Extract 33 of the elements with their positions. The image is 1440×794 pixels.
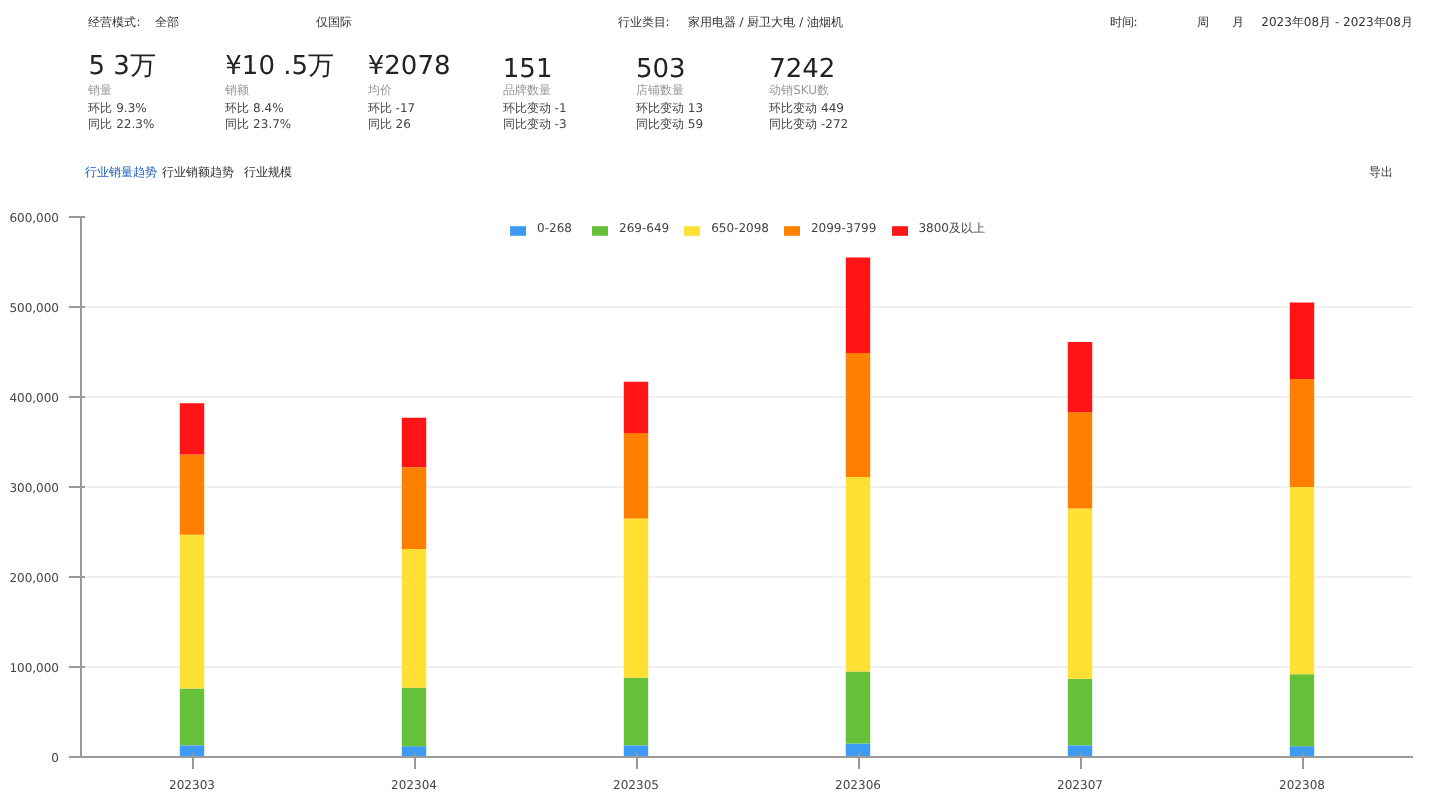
bar <box>623 433 649 519</box>
bar <box>845 671 871 744</box>
text: 503 <box>636 55 686 85</box>
bar <box>1289 302 1315 379</box>
bar <box>1289 379 1315 487</box>
bar <box>401 687 427 747</box>
bar <box>623 518 649 678</box>
bar <box>845 477 871 672</box>
bar <box>401 467 427 550</box>
bar <box>179 688 205 746</box>
text: 7242 <box>769 55 836 85</box>
bar <box>179 745 205 757</box>
bar <box>1289 487 1315 675</box>
bar <box>623 677 649 746</box>
bar <box>845 352 871 478</box>
bar <box>1067 342 1093 413</box>
bar <box>845 257 871 353</box>
bar <box>1289 674 1315 747</box>
bar <box>623 381 649 433</box>
bar <box>179 454 205 535</box>
text: ¥2078 <box>367 52 451 82</box>
bar <box>1067 508 1093 679</box>
text: ¥10 .5万 <box>225 52 335 82</box>
bar <box>179 403 205 455</box>
bar <box>401 417 427 468</box>
bar <box>623 745 649 757</box>
bar <box>1067 745 1093 757</box>
text: 151 <box>502 55 553 85</box>
bar <box>1067 678 1093 746</box>
bar <box>401 549 427 688</box>
bar <box>1067 412 1093 509</box>
bar <box>179 534 205 689</box>
text: 5 3万 <box>88 52 156 82</box>
